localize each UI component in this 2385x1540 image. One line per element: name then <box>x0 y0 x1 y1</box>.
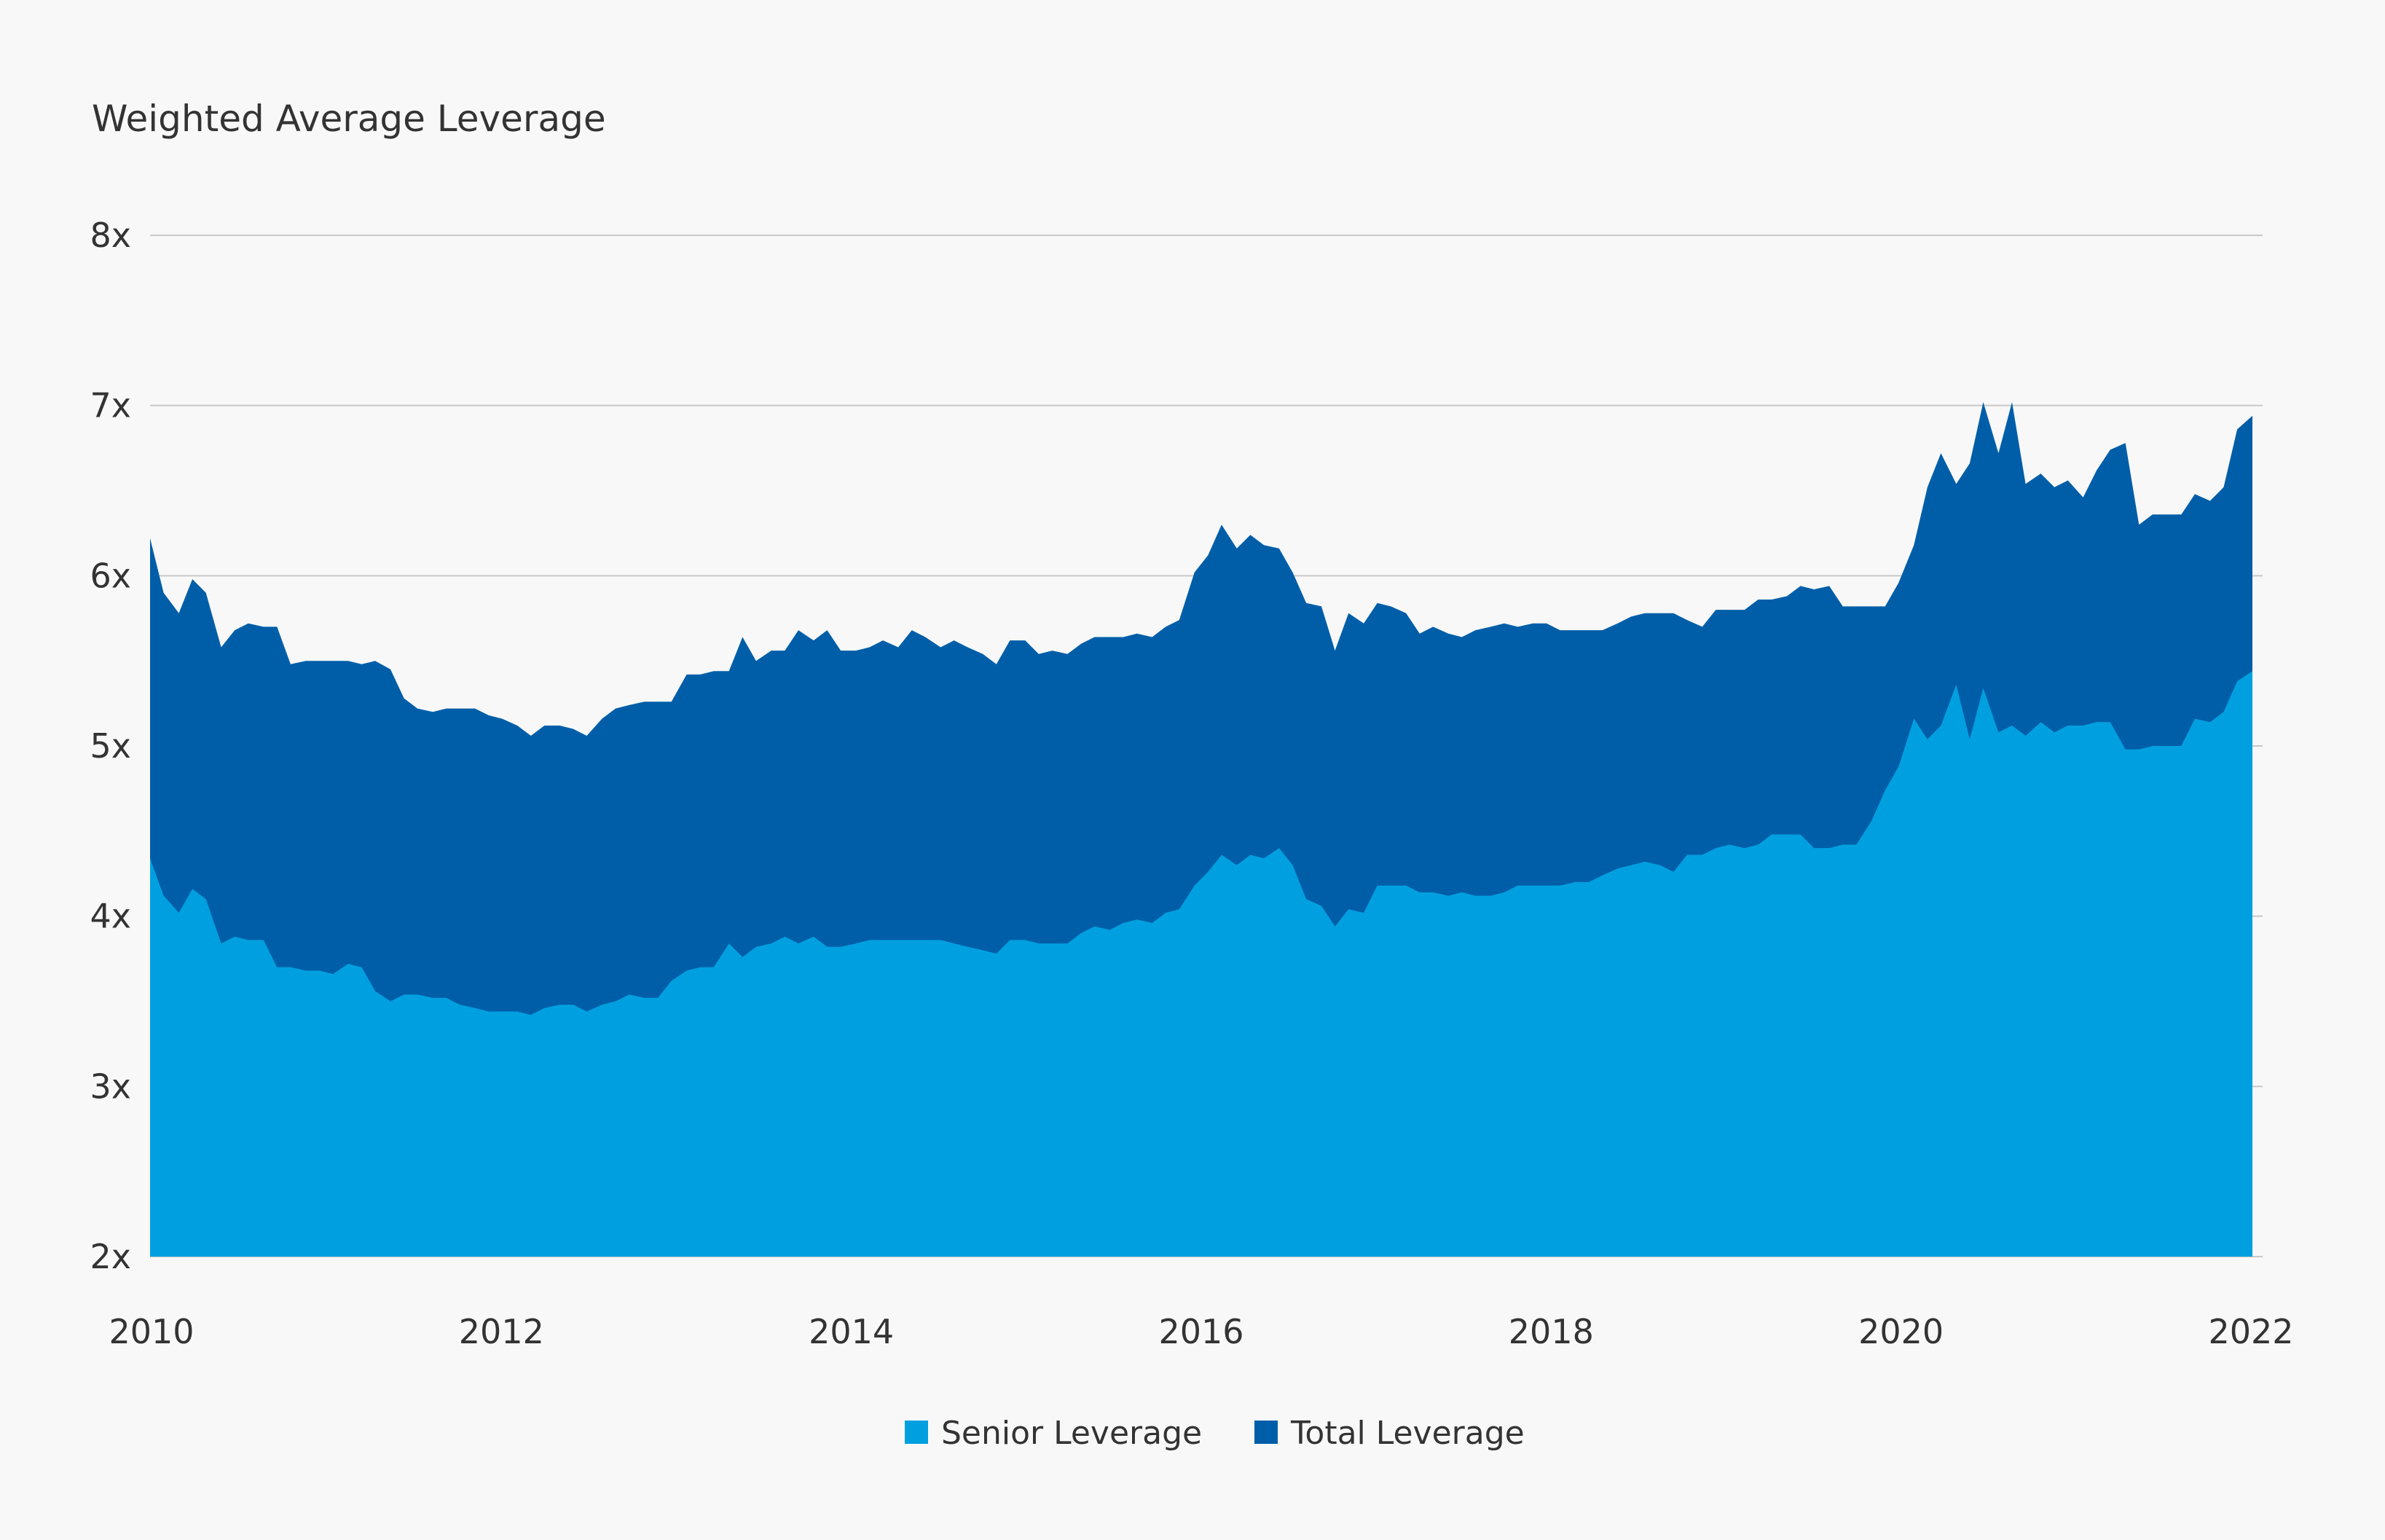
x-tick-label: 2018 <box>1509 1312 1594 1351</box>
area-series <box>150 402 2252 1257</box>
y-tick-label: 6x <box>90 556 132 595</box>
x-tick-label: 2022 <box>2208 1312 2293 1351</box>
y-tick-label: 2x <box>90 1237 132 1276</box>
area-senior-leverage <box>150 671 2252 1257</box>
legend-label: Senior Leverage <box>941 1415 1202 1452</box>
y-axis: 2x 3x 4x 5x 6x 7x 8x <box>90 216 132 1276</box>
y-tick-label: 5x <box>90 726 132 766</box>
x-tick-label: 2016 <box>1158 1312 1243 1351</box>
x-axis: 2010 2012 2014 2016 2018 2020 2022 <box>109 1312 2293 1351</box>
chart-title: Weighted Average Leverage <box>92 98 606 140</box>
legend-item-senior-leverage: Senior Leverage <box>905 1415 1202 1452</box>
y-tick-label: 4x <box>90 897 132 936</box>
y-tick-label: 8x <box>90 216 132 255</box>
legend-label: Total Leverage <box>1290 1415 1525 1452</box>
legend-item-total-leverage: Total Leverage <box>1254 1415 1525 1452</box>
x-tick-label: 2014 <box>809 1312 894 1351</box>
legend-swatch <box>905 1421 928 1444</box>
x-tick-label: 2020 <box>1858 1312 1944 1351</box>
y-tick-label: 3x <box>90 1066 132 1106</box>
x-tick-label: 2012 <box>459 1312 544 1351</box>
legend-swatch <box>1254 1421 1278 1444</box>
x-tick-label: 2010 <box>109 1312 194 1351</box>
y-tick-label: 7x <box>90 386 132 425</box>
legend: Senior Leverage Total Leverage <box>905 1415 1525 1452</box>
